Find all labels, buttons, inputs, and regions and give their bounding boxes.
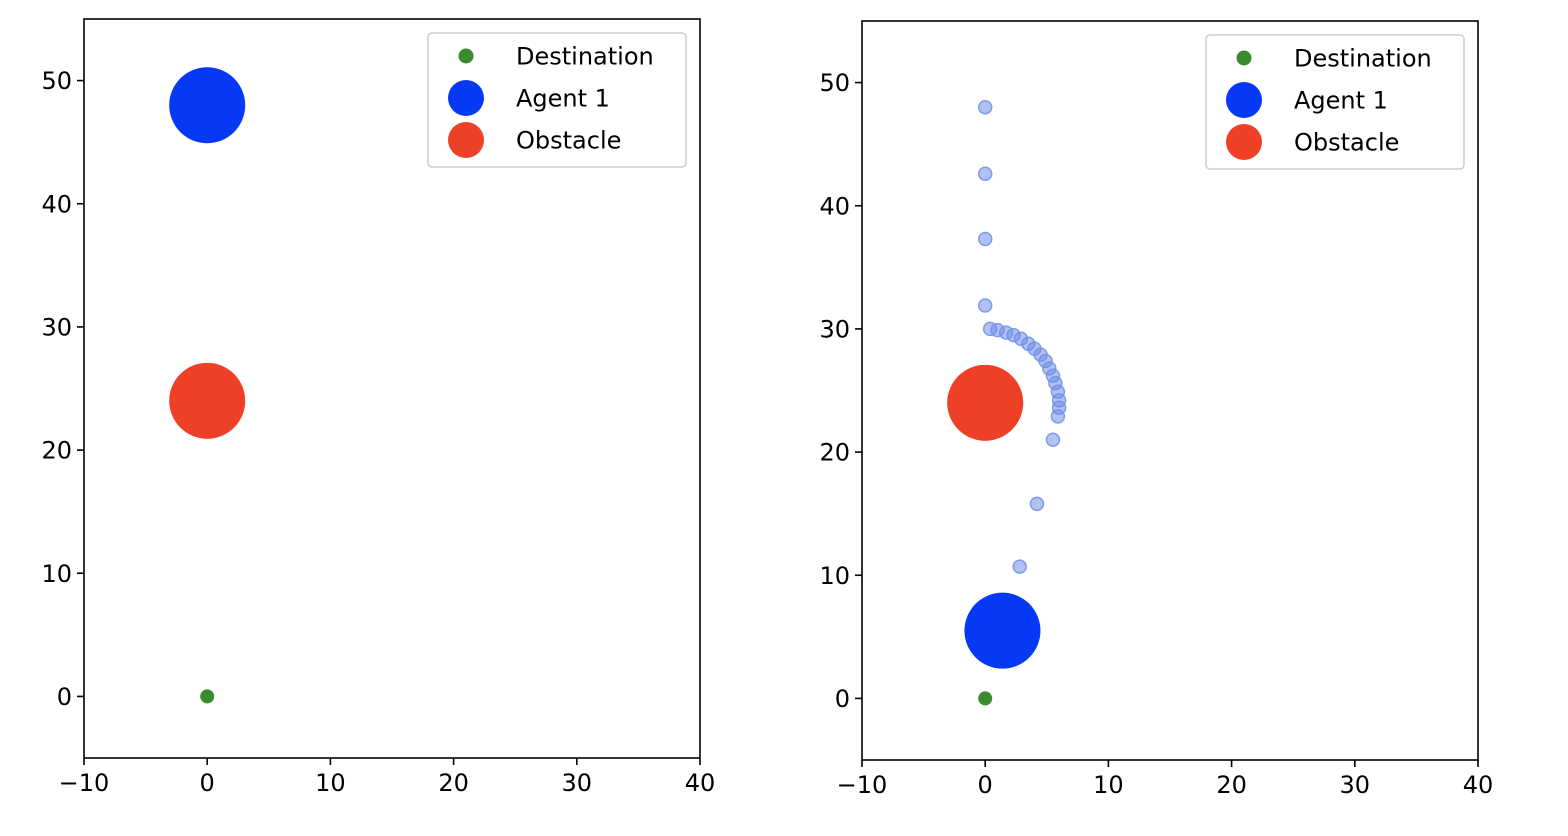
obstacle-marker xyxy=(947,364,1024,441)
x-tick-label: 30 xyxy=(562,769,593,797)
y-tick-label: 30 xyxy=(41,313,72,341)
legend-label: Obstacle xyxy=(516,127,621,155)
x-tick-label: −10 xyxy=(59,769,110,797)
right-plot: −10 0 10 20 30 40 0 10 20 30 40 50 Destination Agent … xyxy=(819,20,1494,799)
destination-point xyxy=(200,689,215,704)
x-tick-label: 0 xyxy=(200,769,215,797)
trail-point xyxy=(977,166,993,181)
y-tick-label: 0 xyxy=(835,685,850,713)
legend: Destination Agent 1 Obstacle xyxy=(427,32,687,168)
legend-box xyxy=(1205,34,1465,170)
trail-point xyxy=(1029,496,1045,512)
legend-label: Agent 1 xyxy=(1294,87,1388,115)
x-tick-label: 40 xyxy=(685,769,716,797)
legend: Destination Agent 1 Obstacle xyxy=(1205,34,1465,170)
x-tick-label: 10 xyxy=(315,769,346,797)
legend-label: Destination xyxy=(1294,45,1432,73)
legend-obstacle-marker xyxy=(1226,124,1262,160)
legend-label: Agent 1 xyxy=(516,85,610,113)
y-tick-label: 20 xyxy=(41,437,72,465)
legend-label: Obstacle xyxy=(1294,129,1399,157)
legend-destination-marker xyxy=(1236,50,1252,66)
legend-box xyxy=(427,32,687,168)
y-tick-label: 20 xyxy=(819,439,850,467)
legend-obstacle-marker xyxy=(448,122,484,158)
x-tick-label: −10 xyxy=(837,771,888,799)
axes-frame xyxy=(861,20,1479,761)
trail-point xyxy=(1012,559,1027,574)
legend-agent-1-marker xyxy=(448,80,484,116)
agent-1-marker xyxy=(169,67,246,144)
x-tick-label: 20 xyxy=(1216,771,1247,799)
trail-point xyxy=(1050,409,1066,424)
destination-point xyxy=(978,691,993,706)
x-tick-label: 30 xyxy=(1340,771,1371,799)
x-tick-label: 20 xyxy=(438,769,469,797)
y-tick-label: 30 xyxy=(819,315,850,343)
trail-point xyxy=(1045,432,1061,448)
legend-agent-1-marker xyxy=(1226,82,1262,118)
legend-destination-marker xyxy=(458,48,474,64)
obstacle-marker xyxy=(169,362,246,439)
y-tick-label: 10 xyxy=(41,560,72,588)
y-tick-label: 50 xyxy=(819,69,850,97)
x-tick-label: 10 xyxy=(1093,771,1124,799)
y-tick-label: 40 xyxy=(819,192,850,220)
trail-point xyxy=(977,231,993,247)
axes-frame xyxy=(83,18,701,759)
trail-point xyxy=(977,99,993,115)
x-tick-label: 0 xyxy=(978,771,993,799)
x-tick-label: 40 xyxy=(1463,771,1494,799)
y-tick-label: 40 xyxy=(41,190,72,218)
y-tick-label: 0 xyxy=(57,683,72,711)
legend-label: Destination xyxy=(516,43,654,71)
left-plot: −10 0 10 20 30 40 0 10 20 30 40 50 Destination Agent … xyxy=(41,18,716,797)
trail-point xyxy=(977,298,993,313)
y-tick-label: 10 xyxy=(819,562,850,590)
y-tick-label: 50 xyxy=(41,67,72,95)
agent-1-marker xyxy=(964,592,1041,669)
